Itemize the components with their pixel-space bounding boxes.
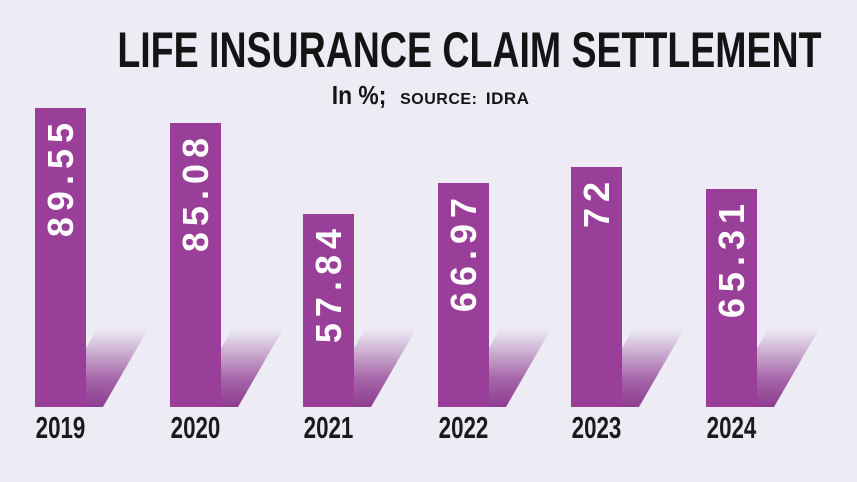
source-value: IDRA bbox=[485, 89, 530, 108]
bar-value-label: 65.31 bbox=[710, 198, 752, 319]
x-axis-label-2020: 2020 bbox=[140, 410, 251, 446]
x-axis-label-text: 2021 bbox=[303, 410, 354, 445]
chart-title: LIFE INSURANCE CLAIM SETTLEMENT bbox=[0, 24, 857, 77]
x-axis-label-text: 2020 bbox=[170, 410, 221, 445]
bar-value-label: 57.84 bbox=[307, 223, 349, 344]
unit-label: In %; bbox=[331, 80, 386, 110]
x-axis-label-text: 2024 bbox=[706, 410, 757, 445]
x-axis-label-text: 2022 bbox=[438, 410, 489, 445]
bar-2023: 72 bbox=[571, 167, 622, 407]
bar-2021: 57.84 bbox=[303, 214, 354, 407]
chart-title-text: LIFE INSURANCE CLAIM SETTLEMENT bbox=[117, 22, 822, 78]
source-label: SOURCE: bbox=[400, 91, 478, 108]
bar-2024: 65.31 bbox=[706, 189, 757, 407]
bar-value-label: 66.97 bbox=[442, 192, 484, 313]
bar-value-label: 72 bbox=[575, 176, 617, 229]
x-axis-label-text: 2019 bbox=[35, 410, 86, 445]
x-axis-label-text: 2023 bbox=[571, 410, 622, 445]
x-axis-label-2019: 2019 bbox=[5, 410, 116, 446]
bar-2022: 66.97 bbox=[438, 183, 489, 407]
chart-subtitle: In %; SOURCE: IDRA bbox=[0, 80, 857, 111]
bar-value-label: 85.08 bbox=[174, 132, 216, 253]
bar-2020: 85.08 bbox=[170, 123, 221, 407]
x-axis-label-2024: 2024 bbox=[676, 410, 787, 446]
x-axis-label-2023: 2023 bbox=[541, 410, 652, 446]
bar-2019: 89.55 bbox=[35, 108, 86, 407]
x-axis-label-2022: 2022 bbox=[408, 410, 519, 446]
bar-value-label: 89.55 bbox=[39, 117, 81, 238]
x-axis-label-2021: 2021 bbox=[273, 410, 384, 446]
